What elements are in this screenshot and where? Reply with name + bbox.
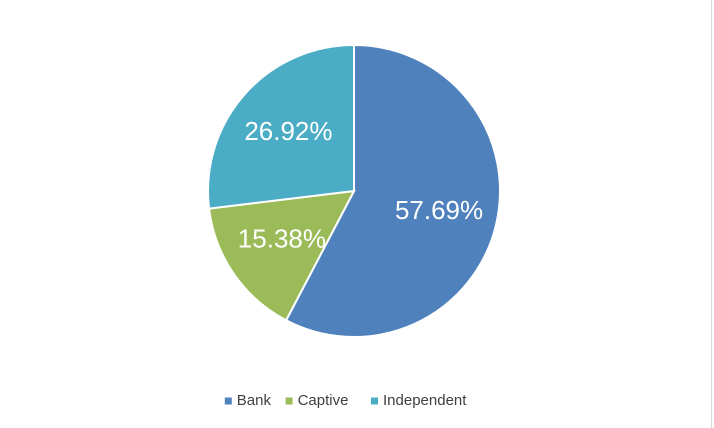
pie-slice bbox=[207, 189, 356, 322]
legend-swatch bbox=[224, 397, 232, 405]
legend-swatch bbox=[285, 397, 293, 405]
legend-label: Bank bbox=[237, 392, 272, 409]
pie-slice bbox=[284, 43, 501, 338]
value-label: 15.38% bbox=[238, 224, 326, 254]
value-label: 26.92% bbox=[244, 116, 332, 146]
value-label: 57.69% bbox=[395, 195, 483, 225]
legend-label: Independent bbox=[383, 392, 467, 409]
legend-label: Captive bbox=[298, 392, 349, 409]
pie-slice bbox=[207, 43, 355, 210]
legend-swatch bbox=[371, 397, 378, 405]
